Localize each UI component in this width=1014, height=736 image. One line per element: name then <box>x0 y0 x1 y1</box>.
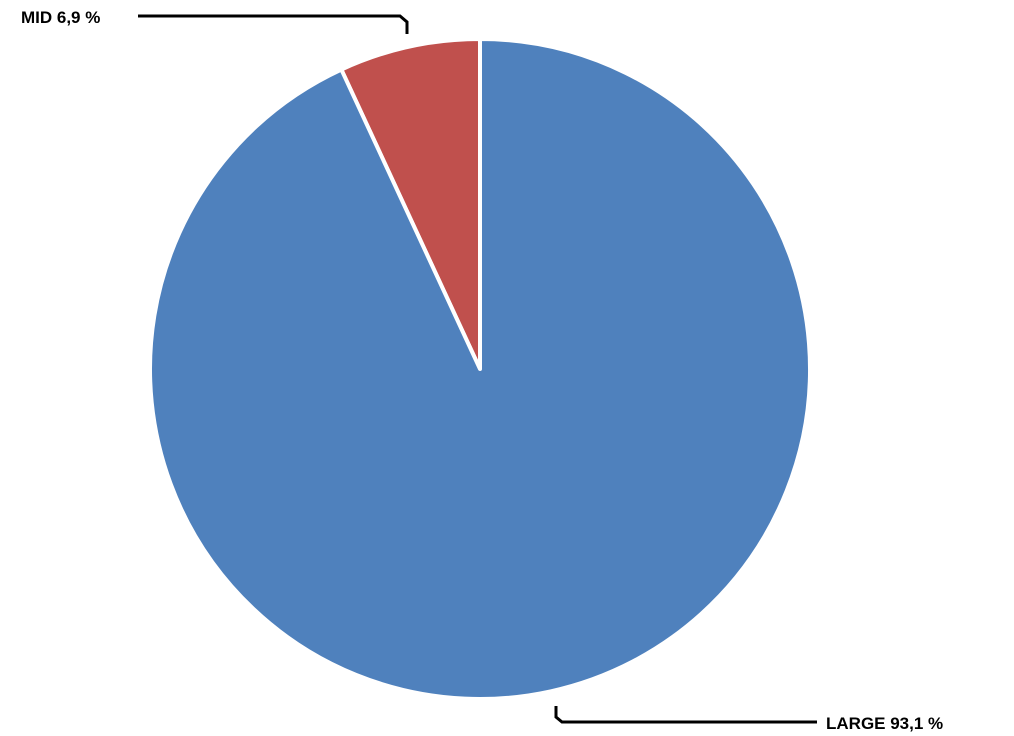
labels-layer: MID 6,9 % LARGE 93,1 % <box>21 8 943 733</box>
slice-label-mid: MID 6,9 % <box>21 8 100 27</box>
slices-layer <box>148 37 812 701</box>
pie-slice-large <box>148 37 812 701</box>
pie-slice-mid <box>339 37 482 371</box>
slice-label-large: LARGE 93,1 % <box>826 714 943 733</box>
leader-lines-layer <box>138 14 817 724</box>
leader-line-large <box>554 706 817 724</box>
leader-line-mid <box>138 14 409 34</box>
